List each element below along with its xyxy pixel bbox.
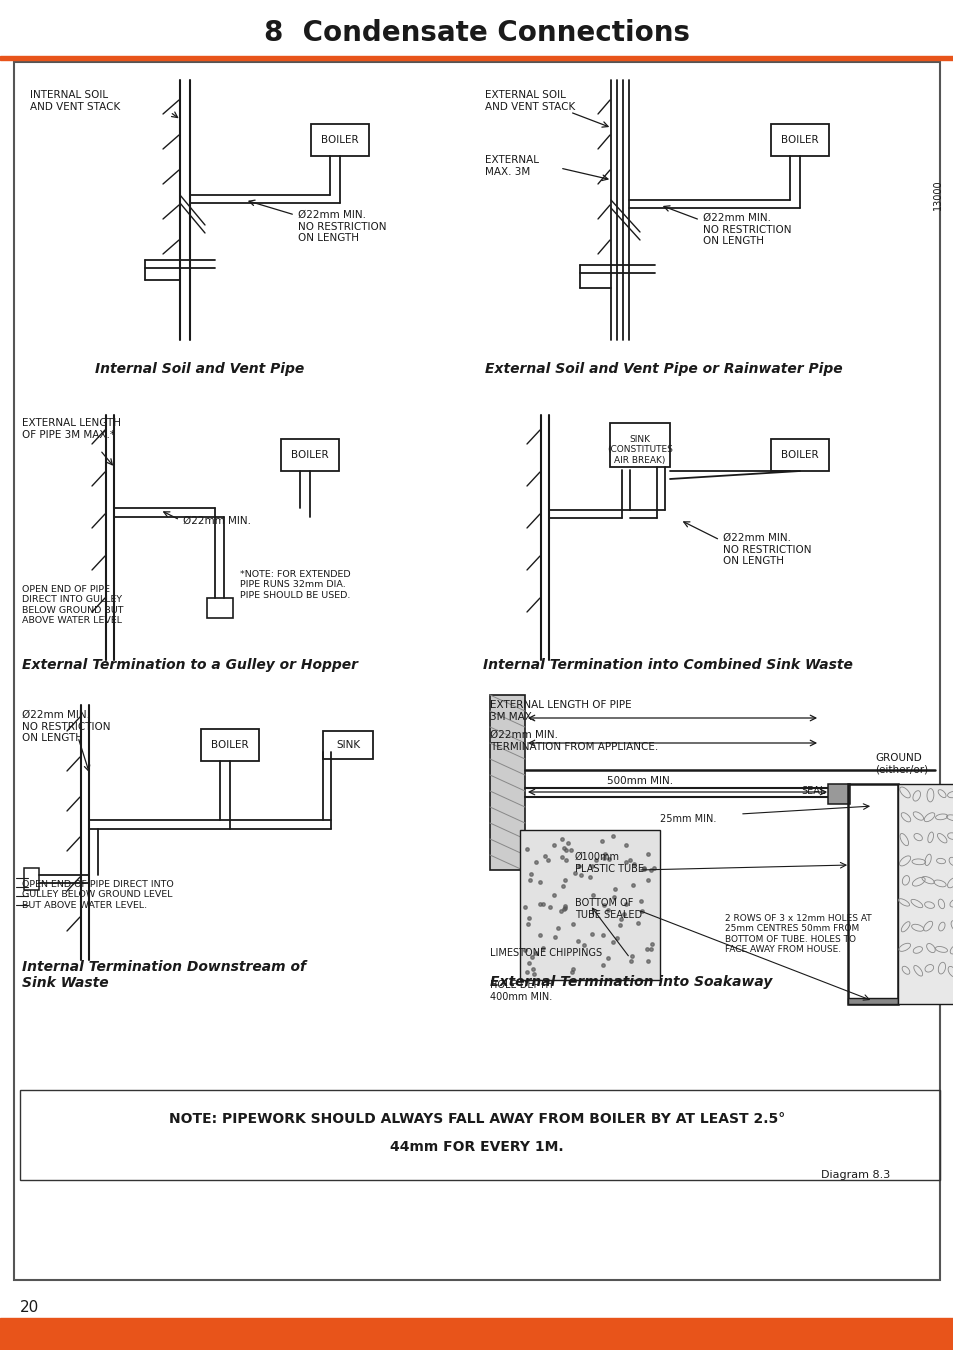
Bar: [827, 784, 849, 805]
Text: GROUND
(either/or): GROUND (either/or): [874, 753, 927, 775]
Text: External Soil and Vent Pipe or Rainwater Pipe: External Soil and Vent Pipe or Rainwater…: [484, 362, 841, 377]
Text: SINK
(CONSTITUTES
AIR BREAK): SINK (CONSTITUTES AIR BREAK): [606, 435, 672, 464]
Text: BOILER: BOILER: [211, 740, 249, 751]
Text: 20: 20: [20, 1300, 39, 1315]
Bar: [0, 55, 953, 59]
Bar: [24, 868, 39, 890]
Text: BOTTOM OF
TUBE SEALED: BOTTOM OF TUBE SEALED: [575, 898, 641, 919]
Text: SEAL: SEAL: [801, 786, 825, 796]
Bar: [281, 439, 338, 471]
Bar: [311, 124, 369, 157]
Text: 8  Condensate Connections: 8 Condensate Connections: [264, 19, 689, 47]
Text: 500mm MIN.: 500mm MIN.: [606, 776, 673, 786]
Text: *NOTE: FOR EXTENDED
PIPE RUNS 32mm DIA.
PIPE SHOULD BE USED.: *NOTE: FOR EXTENDED PIPE RUNS 32mm DIA. …: [240, 570, 351, 599]
Text: BOILER: BOILER: [781, 135, 818, 144]
Text: Ø22mm MIN.
NO RESTRICTION
ON LENGTH: Ø22mm MIN. NO RESTRICTION ON LENGTH: [297, 211, 386, 243]
Bar: [201, 729, 258, 761]
Text: Ø22mm MIN.
TERMINATION FROM APPLIANCE.: Ø22mm MIN. TERMINATION FROM APPLIANCE.: [490, 730, 658, 752]
Text: 13000: 13000: [932, 180, 942, 211]
Text: 44mm FOR EVERY 1M.: 44mm FOR EVERY 1M.: [390, 1139, 563, 1154]
Text: HOLE DEPTH
400mm MIN.: HOLE DEPTH 400mm MIN.: [490, 980, 552, 1002]
Bar: [20, 1089, 939, 1180]
Text: BOILER: BOILER: [321, 135, 358, 144]
Text: EXTERNAL SOIL
AND VENT STACK: EXTERNAL SOIL AND VENT STACK: [484, 90, 575, 112]
Text: EXTERNAL LENGTH OF PIPE
3M MAX.: EXTERNAL LENGTH OF PIPE 3M MAX.: [490, 701, 631, 722]
Text: Ø22mm MIN.
NO RESTRICTION
ON LENGTH: Ø22mm MIN. NO RESTRICTION ON LENGTH: [702, 213, 791, 246]
Text: Ø22mm MIN.
NO RESTRICTION
ON LENGTH: Ø22mm MIN. NO RESTRICTION ON LENGTH: [22, 710, 111, 744]
Bar: [847, 998, 897, 1004]
Text: NOTE: PIPEWORK SHOULD ALWAYS FALL AWAY FROM BOILER BY AT LEAST 2.5°: NOTE: PIPEWORK SHOULD ALWAYS FALL AWAY F…: [169, 1112, 784, 1126]
Text: Internal Termination into Combined Sink Waste: Internal Termination into Combined Sink …: [482, 657, 852, 672]
Text: 2 ROWS OF 3 x 12mm HOLES AT
25mm CENTRES 50mm FROM
BOTTOM OF TUBE. HOLES TO
FACE: 2 ROWS OF 3 x 12mm HOLES AT 25mm CENTRES…: [724, 914, 871, 954]
Bar: [847, 784, 897, 1004]
Text: EXTERNAL LENGTH
OF PIPE 3M MAX.*: EXTERNAL LENGTH OF PIPE 3M MAX.*: [22, 418, 121, 440]
Text: External Termination to a Gulley or Hopper: External Termination to a Gulley or Hopp…: [22, 657, 357, 672]
Text: INTERNAL SOIL
AND VENT STACK: INTERNAL SOIL AND VENT STACK: [30, 90, 120, 112]
Text: SINK: SINK: [335, 740, 359, 751]
Text: OPEN END OF PIPE DIRECT INTO
GULLEY BELOW GROUND LEVEL
BUT ABOVE WATER LEVEL.: OPEN END OF PIPE DIRECT INTO GULLEY BELO…: [22, 880, 173, 910]
Bar: [770, 124, 828, 157]
Text: Ø22mm MIN.
NO RESTRICTION
ON LENGTH: Ø22mm MIN. NO RESTRICTION ON LENGTH: [722, 533, 811, 566]
Text: OPEN END OF PIPE
DIRECT INTO GULLEY
BELOW GROUND BUT
ABOVE WATER LEVEL: OPEN END OF PIPE DIRECT INTO GULLEY BELO…: [22, 585, 123, 625]
Text: Ø100mm
PLASTIC TUBE: Ø100mm PLASTIC TUBE: [575, 852, 643, 873]
Bar: [519, 830, 659, 980]
Text: Ø22mm MIN.: Ø22mm MIN.: [183, 516, 251, 526]
Bar: [897, 784, 953, 1004]
Bar: [490, 695, 524, 869]
Bar: [207, 598, 233, 618]
Bar: [323, 730, 373, 759]
Text: Diagram 8.3: Diagram 8.3: [820, 1170, 889, 1180]
Bar: [609, 423, 669, 467]
Bar: [0, 1318, 953, 1350]
Text: EXTERNAL
MAX. 3M: EXTERNAL MAX. 3M: [484, 155, 538, 177]
Text: BOILER: BOILER: [781, 450, 818, 460]
Text: Internal Termination Downstream of
Sink Waste: Internal Termination Downstream of Sink …: [22, 960, 306, 990]
Text: External Termination into Soakaway: External Termination into Soakaway: [490, 975, 772, 990]
Text: LIMESTONE CHIPPINGS: LIMESTONE CHIPPINGS: [490, 948, 601, 958]
Text: 25mm MIN.: 25mm MIN.: [659, 814, 716, 824]
Bar: [770, 439, 828, 471]
Text: BOILER: BOILER: [291, 450, 329, 460]
Text: Internal Soil and Vent Pipe: Internal Soil and Vent Pipe: [95, 362, 304, 377]
